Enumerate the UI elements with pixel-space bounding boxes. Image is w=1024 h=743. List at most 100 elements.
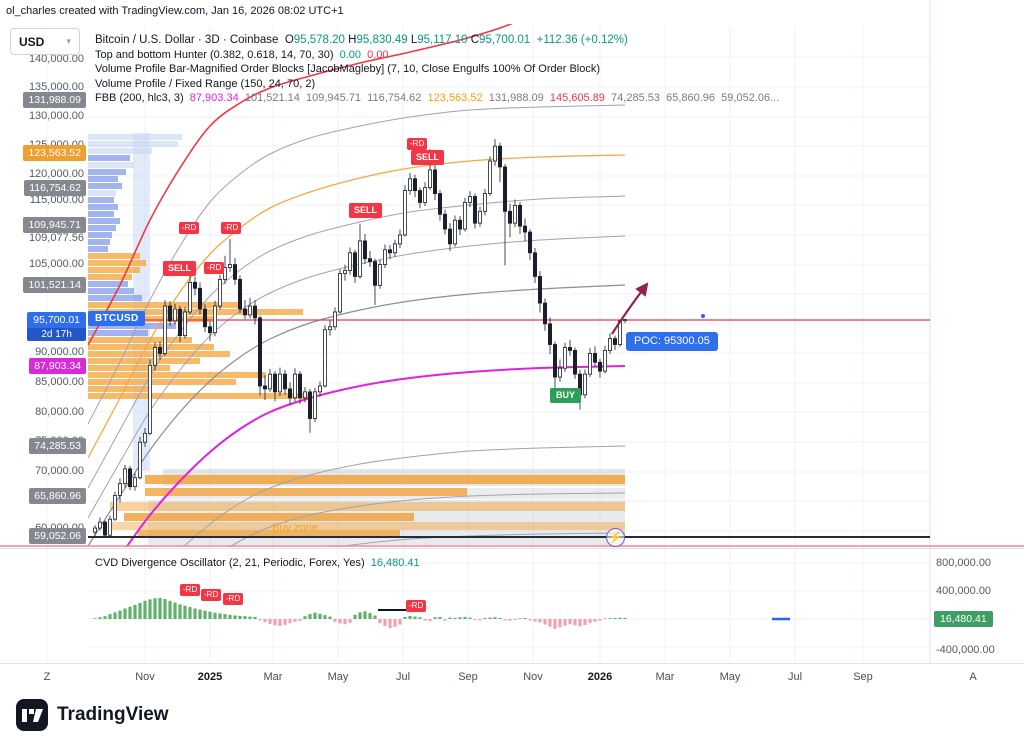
cvd-histogram-bar [308,614,312,619]
candle-up [332,311,337,328]
cvd-histogram-bar [188,607,192,619]
cvd-histogram-bar [453,617,457,619]
legend-text: 0.00 [367,48,389,61]
cvd-histogram-bar [483,617,487,619]
volume-profile-bar [88,239,110,245]
legend-row-1[interactable]: Bitcoin / U.S. Dollar · 3D · Coinbase O9… [95,33,779,48]
candle-down [352,252,357,277]
oscillator-title[interactable]: CVD Divergence Oscillator (2, 21, Period… [95,557,420,569]
cvd-histogram-bar [428,619,432,622]
price-axis-label: 120,000.00 [28,168,84,180]
legend-row-3[interactable]: Volume Profile Bar-Magnified Order Block… [95,62,779,77]
time-axis[interactable]: Z Nov 2025 Mar May Jul Sep Nov 2026 Mar May Jul Sep A [0,663,1024,691]
candle-down [242,308,247,316]
rd-flag: -RD [406,600,427,612]
cvd-histogram-bar [468,617,472,619]
cvd-histogram-bar [438,616,442,619]
currency-button[interactable]: USD ▾ [10,28,80,55]
cvd-histogram-bar [243,616,247,619]
cvd-histogram-bar [133,605,137,619]
fbb-band-123563.52 [88,154,626,459]
volume-profile-bar [88,141,178,147]
rd-flag: -RD [223,593,244,605]
time-axis-label: May [719,671,741,683]
candle-up [382,249,387,266]
cvd-histogram-bar [548,619,552,627]
candle-up [397,234,402,245]
cvd-histogram-bar [363,611,367,619]
candle-up [137,441,142,479]
volume-profile-bar [88,337,192,343]
volume-profile-bar [88,162,134,168]
price-axis-badge: 74,285.53 [29,438,86,454]
candle-down [282,373,287,390]
fbb-bands-layer [88,24,626,547]
price-axis-label: 70,000.00 [35,465,84,477]
legend-row-5[interactable]: FBB (200, hlc3, 3) 87,903.34 101,521.14 … [95,91,779,106]
osc-axis-label: 400,000.00 [936,585,992,597]
candle-down [533,252,538,277]
legend-row-4[interactable]: Volume Profile / Fixed Range (150, 24, 7… [95,77,779,92]
cvd-histogram-bar [573,619,577,626]
buy-flag: BUY [550,388,582,403]
main-chart-canvas[interactable] [0,0,1024,548]
candle-up [467,196,472,203]
oscillator-canvas[interactable] [0,548,1024,663]
candle-down [237,278,242,310]
time-axis-label: 2025 [197,671,223,683]
cvd-histogram-bar [163,599,167,619]
volume-profile-bar [88,148,152,154]
cvd-histogram-bar [568,619,572,625]
candle-up [108,518,113,536]
order-block [110,522,625,530]
candle-up [558,367,563,378]
cvd-histogram-bar [443,619,447,621]
candle-down [442,213,447,230]
legend-text: 101,521.14 [244,92,306,105]
candle-down [297,373,302,399]
rd-flag: -RD [180,584,201,596]
price-axis-label: 80,000.00 [35,406,84,418]
cvd-histogram-bar [318,613,322,619]
cvd-histogram-bar [143,600,147,619]
cvd-histogram-bar [398,619,402,625]
cvd-histogram-bar [433,617,437,619]
legend-text: 95,830.49 [356,34,411,46]
legend-text: 74,285.53 [611,92,667,105]
volume-profile-bar [88,155,130,161]
cvd-histogram-bar [288,619,292,624]
price-axis-badge: 87,903.34 [29,358,86,374]
candle-up [222,267,227,280]
tradingview-logo[interactable]: TradingView [16,699,169,731]
legend-row-2[interactable]: Top and bottom Hunter (0.382, 0.618, 14,… [95,48,779,63]
volume-profile-bar [88,176,118,182]
cvd-histogram-bar [543,619,547,625]
candle-up [147,364,152,434]
volume-profile-bar [88,351,230,357]
candle-up [477,210,482,224]
candle-up [187,281,192,313]
cvd-histogram-bar [118,610,122,619]
candle-down [272,373,277,393]
legend-text: 95,117.10 [417,34,471,46]
candle-down [197,287,202,310]
candle-down [257,317,262,387]
cvd-histogram-bar [113,612,117,619]
candles-layer [93,139,628,538]
candle-up [482,193,487,212]
volume-profile-bar [88,386,152,392]
volume-profile-bar [88,274,132,280]
volume-profile-bar [88,183,122,189]
cvd-histogram-bar [378,619,382,624]
cvd-histogram-bar [393,619,397,627]
candle-up [123,468,128,485]
legend-text: Volume Profile / Fixed Range (150, 24, 7… [95,77,316,90]
cvd-histogram-bar [263,619,267,623]
candle-down [232,264,237,280]
sell-flag: SELL [349,203,383,218]
bar-countdown: 2d 17h [27,328,86,341]
chart-legend: Bitcoin / U.S. Dollar · 3D · Coinbase O9… [95,33,779,106]
cvd-histogram-bar [108,614,112,619]
price-axis-badge: 131,988.09 [23,92,86,108]
cvd-histogram-bar [473,619,477,621]
